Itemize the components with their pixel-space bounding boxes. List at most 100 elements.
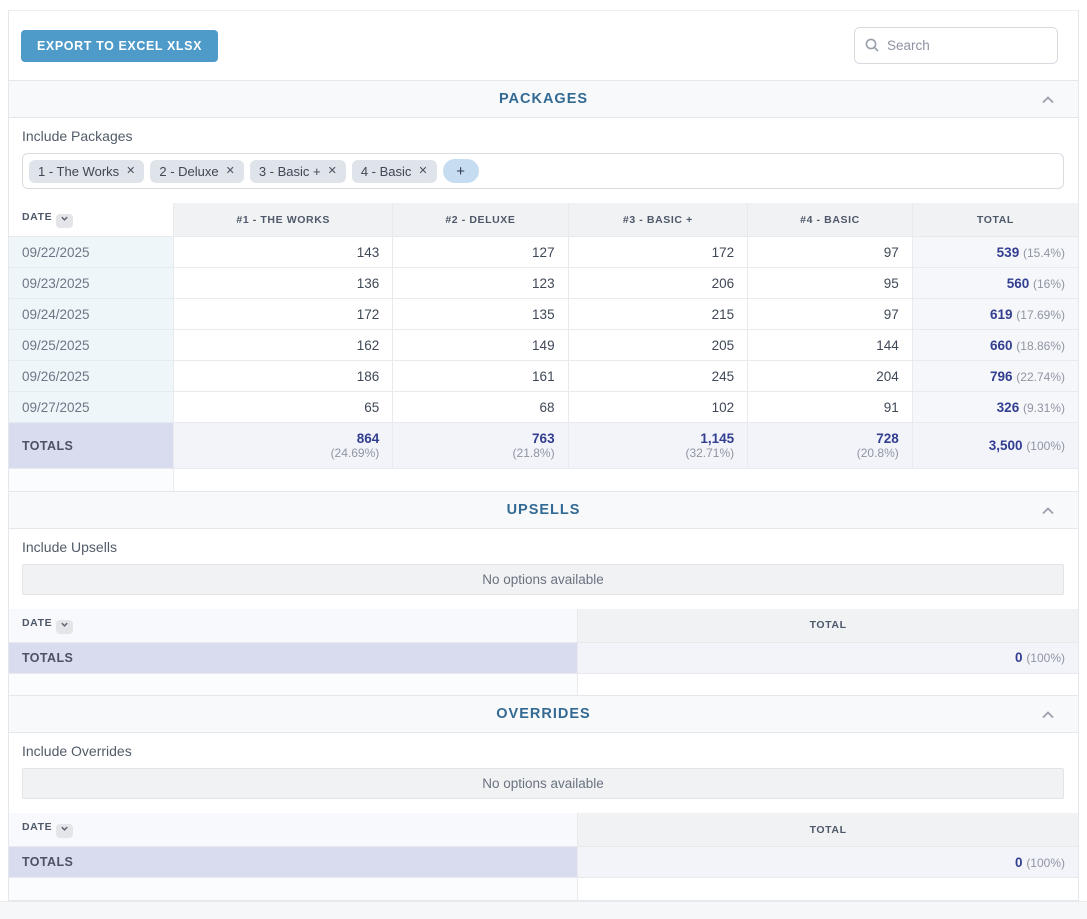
upsells-header-row: DATE TOTAL — [9, 608, 1078, 643]
empty-cell — [577, 877, 1078, 900]
table-row: 09/27/2025 65 68 102 91 326 (9.31%) — [9, 391, 1078, 423]
totals-label: TOTALS — [9, 422, 174, 469]
chevron-up-icon[interactable] — [1040, 707, 1056, 723]
totals-value-cell: 864 (24.69%) — [173, 422, 393, 469]
overrides-section-title: OVERRIDES — [496, 706, 591, 722]
value-cell: 135 — [392, 298, 569, 330]
total-cell: 660 (18.86%) — [911, 329, 1078, 361]
overrides-filter-area: Include Overrides No options available — [9, 733, 1078, 813]
empty-row — [9, 468, 1078, 491]
value-cell: 143 — [173, 236, 393, 268]
value-cell: 65 — [173, 391, 393, 423]
chevron-up-icon[interactable] — [1040, 503, 1056, 519]
column-header-basic: #4 - BASIC — [747, 203, 913, 237]
date-cell: 09/26/2025 — [9, 360, 174, 392]
totals-row: TOTALS 0 (100%) — [9, 846, 1078, 878]
page-bottom-strip — [0, 900, 1087, 919]
chip-remove-icon[interactable]: ✕ — [225, 164, 235, 177]
value-cell: 123 — [392, 267, 569, 299]
totals-label: TOTALS — [9, 846, 578, 878]
add-package-button[interactable]: + — [442, 159, 479, 183]
sort-chevron-icon[interactable] — [56, 214, 74, 228]
sort-chevron-icon[interactable] — [56, 619, 74, 634]
overrides-table: DATE TOTAL TOTALS 0 (100%) — [9, 813, 1078, 900]
chip-deluxe: 2 - Deluxe ✕ — [150, 159, 244, 183]
value-cell: 97 — [747, 298, 913, 330]
value-cell: 161 — [392, 360, 569, 392]
value-cell: 149 — [392, 329, 569, 361]
chip-basic: 4 - Basic ✕ — [351, 159, 437, 183]
totals-grand-total-cell: 0 (100%) — [577, 642, 1078, 674]
value-cell: 172 — [173, 298, 393, 330]
search-icon — [865, 38, 879, 52]
overrides-options-input[interactable]: No options available — [22, 768, 1064, 799]
column-header-the-works: #1 - THE WORKS — [173, 203, 393, 237]
report-panel: EXPORT TO EXCEL XLSX PACKAGES Include Pa… — [8, 10, 1079, 901]
include-packages-label: Include Packages — [22, 128, 133, 144]
value-cell: 127 — [392, 236, 569, 268]
column-header-total: TOTAL — [577, 813, 1078, 847]
sort-chevron-icon[interactable] — [56, 824, 74, 838]
chip-the-works: 1 - The Works ✕ — [29, 159, 145, 183]
table-row: 09/22/2025 143 127 172 97 539 (15.4%) — [9, 236, 1078, 268]
empty-date-cell — [9, 673, 579, 695]
chip-remove-icon[interactable]: ✕ — [327, 164, 337, 177]
upsells-filter-area: Include Upsells No options available — [9, 529, 1078, 609]
upsells-section-title: UPSELLS — [506, 501, 581, 518]
date-column-header[interactable]: DATE — [9, 813, 578, 847]
packages-section-title: PACKAGES — [498, 91, 589, 107]
totals-grand-total-cell: 0 (100%) — [577, 846, 1078, 878]
total-cell: 619 (17.69%) — [911, 298, 1078, 330]
export-to-excel-button[interactable]: EXPORT TO EXCEL XLSX — [21, 29, 219, 62]
date-cell: 09/24/2025 — [9, 298, 174, 330]
overrides-header-row: DATE TOTAL — [9, 813, 1078, 847]
table-row: 09/25/2025 162 149 205 144 660 (18.86%) — [9, 329, 1078, 361]
value-cell: 172 — [567, 236, 748, 268]
value-cell: 215 — [567, 298, 748, 330]
chip-label: 2 - Deluxe — [159, 163, 219, 179]
empty-date-cell — [9, 468, 175, 491]
search-input[interactable] — [854, 27, 1058, 64]
overrides-section-header[interactable]: OVERRIDES — [9, 695, 1078, 733]
totals-value-cell: 763 (21.8%) — [392, 422, 569, 469]
date-cell: 09/23/2025 — [9, 267, 174, 299]
date-column-header[interactable]: DATE — [9, 608, 578, 643]
packages-header-row: DATE #1 - THE WORKS #2 - DELUXE #3 - BAS… — [9, 203, 1078, 237]
value-cell: 95 — [747, 267, 913, 299]
chip-remove-icon[interactable]: ✕ — [126, 164, 136, 177]
total-cell: 560 (16%) — [911, 267, 1078, 299]
toolbar: EXPORT TO EXCEL XLSX — [9, 10, 1078, 80]
column-header-total: TOTAL — [911, 203, 1078, 237]
totals-row: TOTALS 864 (24.69%) 763 (21.8%) 1,145 (32.7… — [9, 422, 1078, 469]
empty-row — [9, 877, 1078, 900]
chip-label: 3 - Basic + — [258, 163, 321, 179]
include-overrides-label: Include Overrides — [22, 743, 132, 759]
empty-cell — [577, 673, 1078, 695]
upsells-options-input[interactable]: No options available — [22, 563, 1064, 595]
table-row: 09/24/2025 172 135 215 97 619 (17.69%) — [9, 298, 1078, 330]
value-cell: 97 — [747, 236, 913, 268]
chip-label: 1 - The Works — [38, 163, 120, 179]
value-cell: 186 — [173, 360, 393, 392]
value-cell: 245 — [567, 360, 748, 392]
chip-label: 4 - Basic — [360, 163, 412, 179]
packages-table: DATE #1 - THE WORKS #2 - DELUXE #3 - BAS… — [9, 203, 1078, 491]
value-cell: 204 — [747, 360, 913, 392]
packages-chip-input[interactable]: 1 - The Works ✕ 2 - Deluxe ✕ 3 - Basic +… — [22, 153, 1064, 189]
date-cell: 09/22/2025 — [9, 236, 174, 268]
packages-section-header[interactable]: PACKAGES — [9, 80, 1078, 118]
value-cell: 205 — [567, 329, 748, 361]
value-cell: 102 — [567, 391, 748, 423]
value-cell: 162 — [173, 329, 393, 361]
value-cell: 91 — [747, 391, 913, 423]
chip-basic-plus: 3 - Basic + ✕ — [249, 159, 346, 183]
total-cell: 539 (15.4%) — [911, 236, 1078, 268]
date-cell: 09/25/2025 — [9, 329, 174, 361]
date-column-header[interactable]: DATE — [9, 203, 174, 237]
upsells-section-header[interactable]: UPSELLS — [9, 490, 1078, 529]
chip-remove-icon[interactable]: ✕ — [418, 164, 428, 177]
empty-date-cell — [9, 877, 579, 900]
table-row: 09/23/2025 136 123 206 95 560 (16%) — [9, 267, 1078, 299]
date-cell: 09/27/2025 — [9, 391, 174, 423]
chevron-up-icon[interactable] — [1040, 92, 1056, 108]
